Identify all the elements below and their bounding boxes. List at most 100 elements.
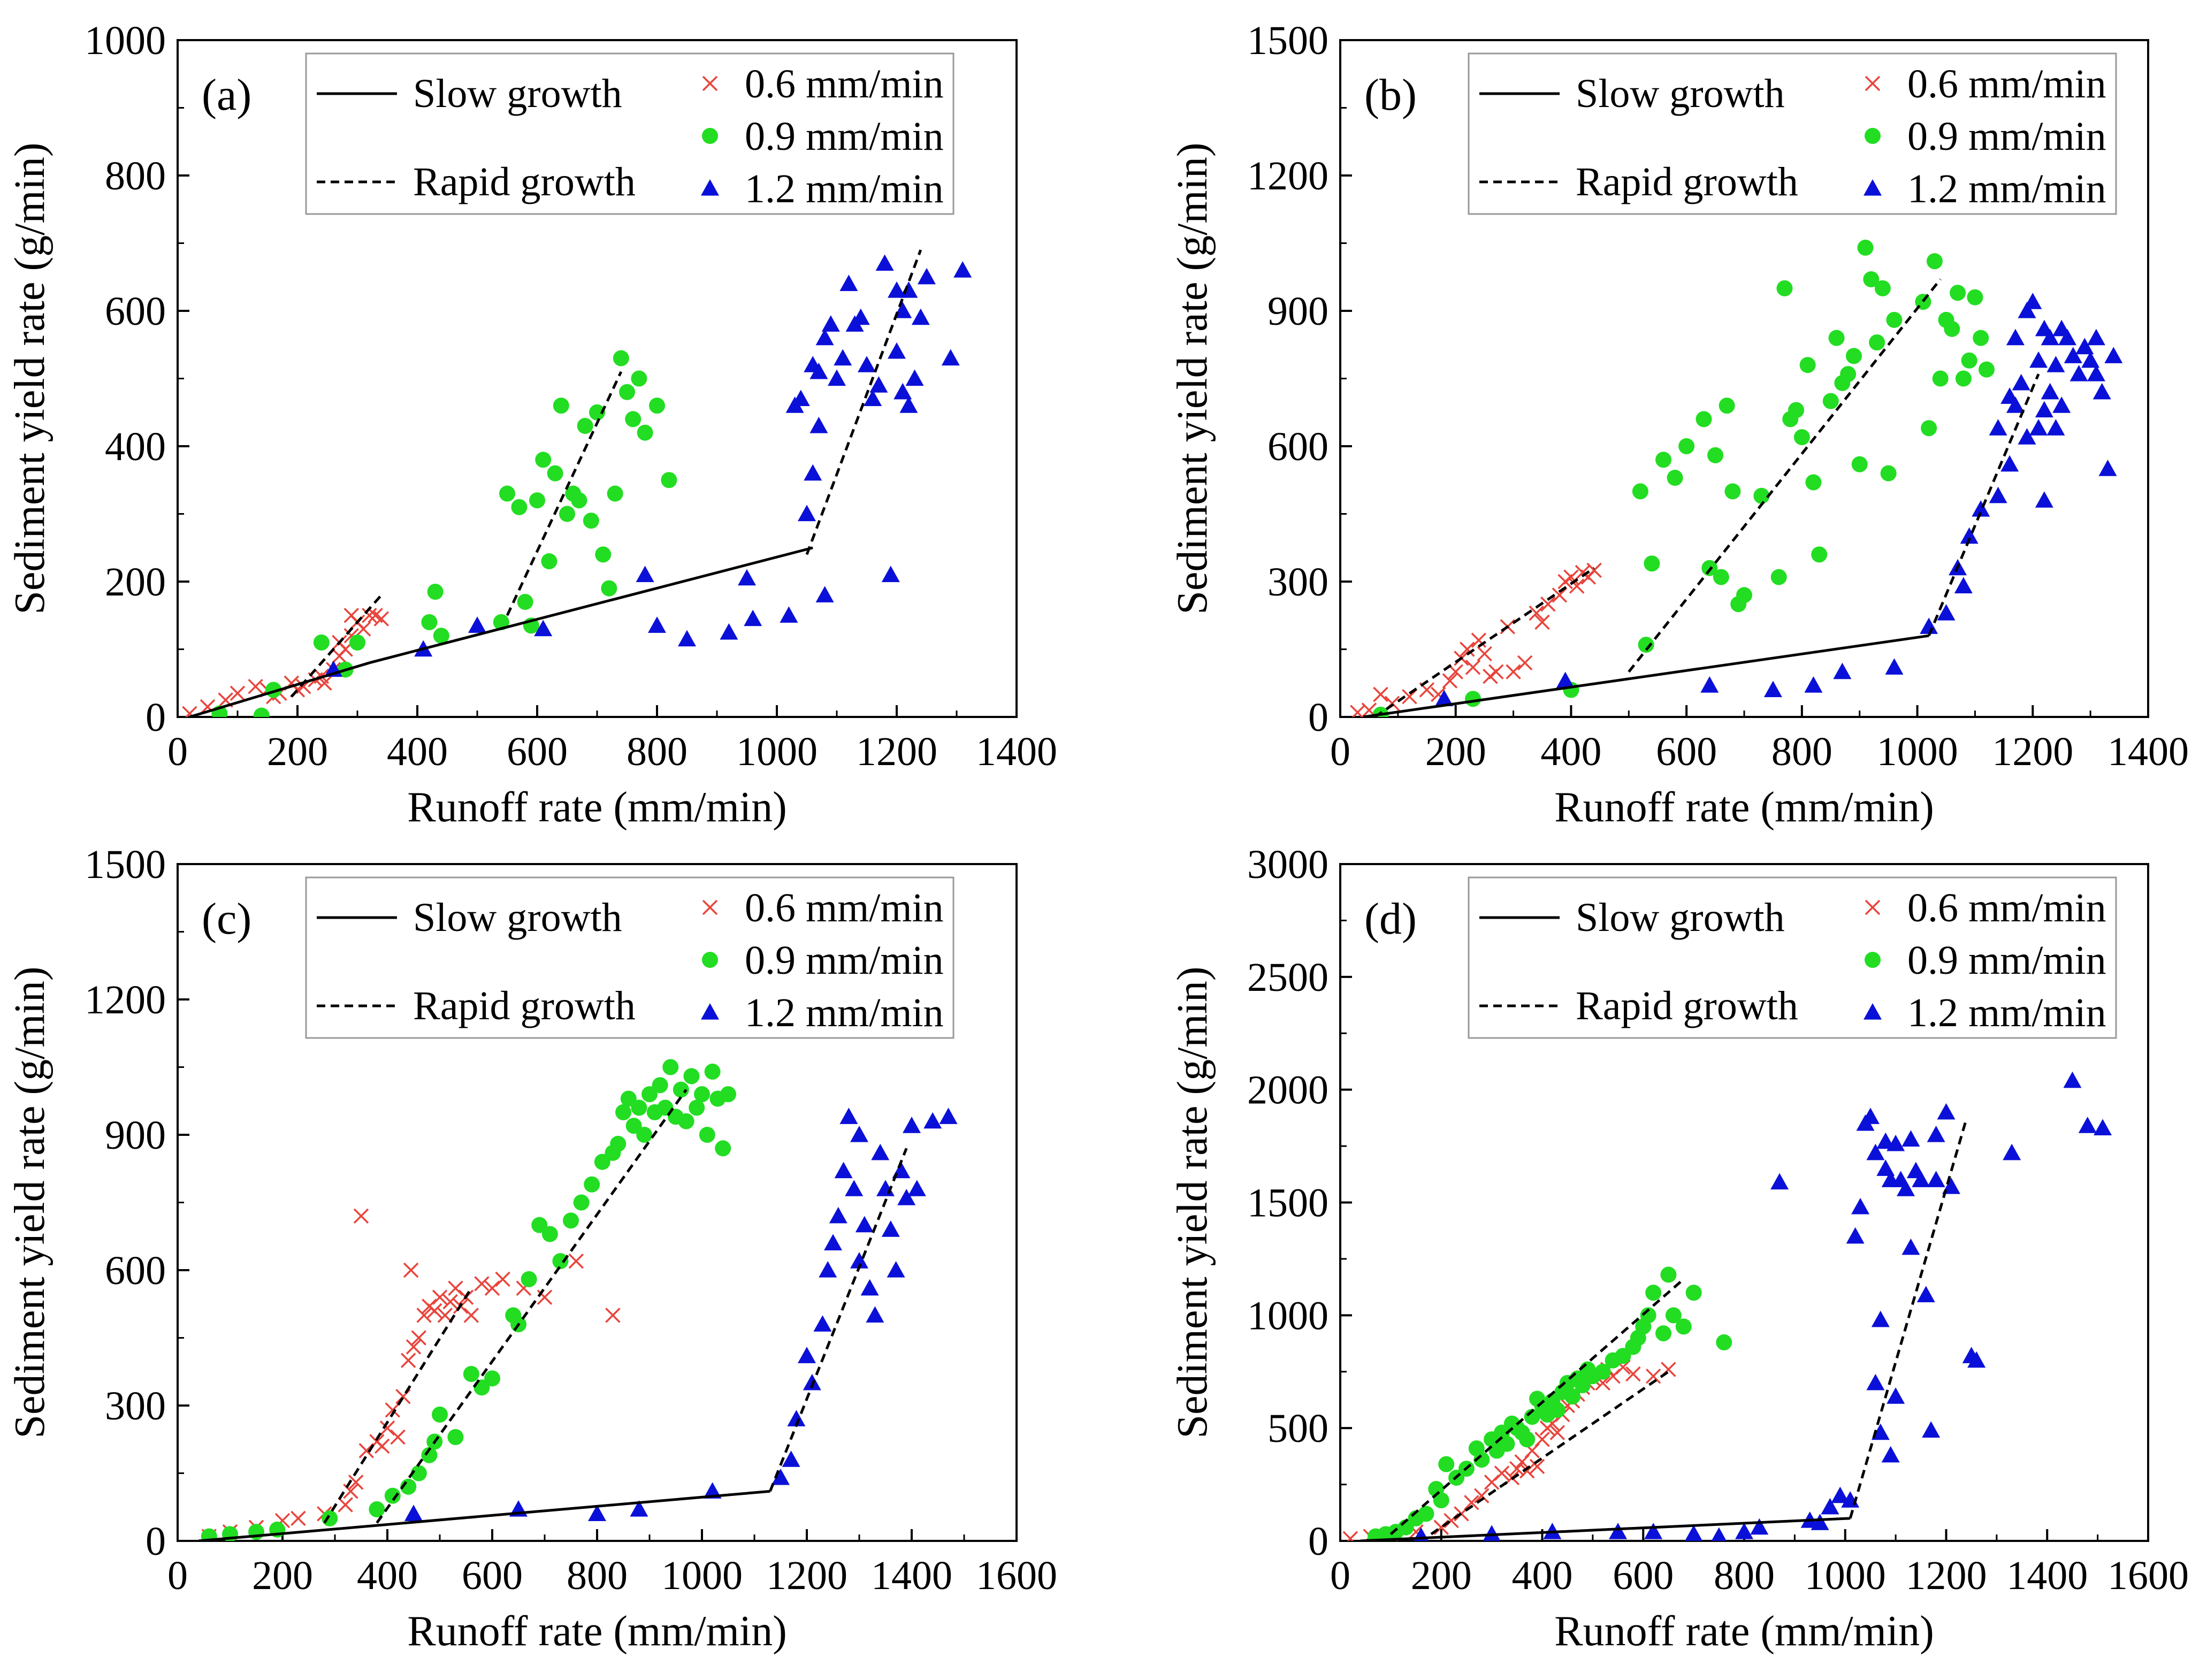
data-point — [1342, 1531, 1358, 1541]
data-point — [1685, 1285, 1702, 1301]
data-point — [2029, 351, 2048, 368]
y-tick-label: 1500 — [1247, 18, 1328, 63]
x-tick-label: 1400 — [2107, 729, 2189, 774]
data-point — [1901, 1130, 1920, 1147]
data-point — [1464, 1495, 1479, 1510]
data-point — [2087, 365, 2105, 381]
data-point — [871, 1143, 890, 1160]
x-tick-label: 200 — [1411, 1553, 1472, 1598]
data-point — [362, 608, 377, 623]
data-point — [338, 1497, 353, 1513]
data-point — [858, 356, 876, 372]
data-point — [1442, 673, 1458, 689]
data-point — [1529, 1458, 1545, 1475]
data-point — [521, 1271, 537, 1287]
data-point — [403, 1262, 419, 1278]
data-point — [851, 308, 870, 325]
data-point — [1937, 1103, 1956, 1120]
x-tick-label: 200 — [252, 1553, 313, 1598]
data-point — [2093, 383, 2111, 400]
data-point — [1916, 1286, 1935, 1302]
data-point — [607, 485, 623, 502]
data-point — [291, 1510, 306, 1526]
data-point — [652, 1077, 668, 1094]
data-point — [1534, 1432, 1550, 1447]
y-tick-label: 0 — [1308, 695, 1328, 740]
data-point — [2018, 302, 2036, 318]
legend-marker — [1865, 75, 1881, 91]
data-point — [1861, 1108, 1880, 1124]
legend-marker — [1864, 1003, 1882, 1020]
data-point — [1955, 370, 1972, 387]
data-point — [875, 254, 894, 271]
data-point — [1477, 646, 1492, 662]
legend-marker-label: 0.9 mm/min — [1907, 114, 2106, 159]
data-point — [648, 616, 666, 633]
x-tick-label: 0 — [167, 729, 188, 774]
data-point — [1519, 1463, 1535, 1479]
legend-box — [305, 876, 954, 1039]
data-point — [787, 1410, 806, 1426]
data-point — [1735, 1523, 1753, 1539]
data-point — [384, 1487, 401, 1504]
data-point — [1753, 487, 1770, 504]
data-point — [1937, 604, 1956, 621]
data-point — [442, 1294, 458, 1310]
y-tick-label: 500 — [1267, 1406, 1328, 1451]
y-axis-title: Sediment yield rate (g/min) — [1169, 967, 1216, 1439]
data-point — [834, 1162, 853, 1179]
series-0-6-mm-min — [182, 608, 390, 717]
legend-marker-label: 1.2 mm/min — [1907, 166, 2106, 211]
data-point — [899, 396, 918, 413]
legend-marker-label: 0.9 mm/min — [1907, 938, 2106, 983]
series-0-9-mm-min — [211, 350, 677, 717]
data-point — [1871, 1423, 1890, 1440]
data-point — [1821, 1498, 1839, 1515]
data-point — [589, 404, 605, 421]
data-point — [1851, 1197, 1870, 1215]
data-layer — [1350, 239, 2123, 717]
x-tick-label: 600 — [1656, 729, 1717, 774]
data-point — [839, 1108, 858, 1124]
data-point — [738, 569, 756, 586]
data-point — [182, 706, 197, 717]
x-tick-label: 0 — [1330, 1553, 1350, 1598]
data-point — [588, 1505, 606, 1521]
data-point — [568, 1253, 584, 1269]
data-point — [2104, 347, 2123, 363]
series-0-9-mm-min — [1372, 239, 1995, 717]
data-point — [715, 1140, 731, 1157]
data-point — [803, 1373, 821, 1391]
legend: Slow growth Rapid growth 0.6 mm/min 0.9 mm/… — [1468, 52, 2117, 215]
data-point — [860, 1279, 879, 1296]
series-1-2-mm-min — [1435, 293, 2123, 706]
rapid-growth-fit-line — [769, 1148, 908, 1492]
data-point — [864, 390, 882, 407]
data-point — [636, 566, 654, 582]
data-point — [495, 1271, 510, 1287]
legend: Slow growth Rapid growth 0.6 mm/min 0.9 mm/… — [1468, 876, 2117, 1039]
data-point — [1863, 271, 1880, 287]
slow-growth-fit-line — [198, 1490, 770, 1541]
legend-marker — [702, 128, 718, 144]
data-point — [1719, 398, 1735, 414]
data-point — [1926, 253, 1943, 270]
data-point — [2023, 293, 2042, 309]
data-point — [2087, 329, 2105, 346]
data-point — [584, 1176, 600, 1193]
y-tick-label: 0 — [1308, 1519, 1328, 1564]
panel-label: (b) — [1364, 70, 1417, 120]
data-point — [447, 1429, 464, 1446]
legend-line-label: Slow growth — [1576, 71, 1785, 116]
data-point — [313, 634, 330, 651]
data-point — [1881, 1446, 1900, 1463]
data-point — [1433, 1492, 1449, 1509]
data-point — [1811, 546, 1828, 563]
data-point — [1788, 402, 1805, 418]
data-point — [416, 1308, 432, 1323]
legend: Slow growth Rapid growth 0.6 mm/min 0.9 mm/… — [305, 876, 954, 1039]
legend: Slow growth Rapid growth 0.6 mm/min 0.9 mm/… — [305, 52, 954, 215]
data-point — [2052, 396, 2071, 413]
data-point — [1776, 280, 1793, 296]
